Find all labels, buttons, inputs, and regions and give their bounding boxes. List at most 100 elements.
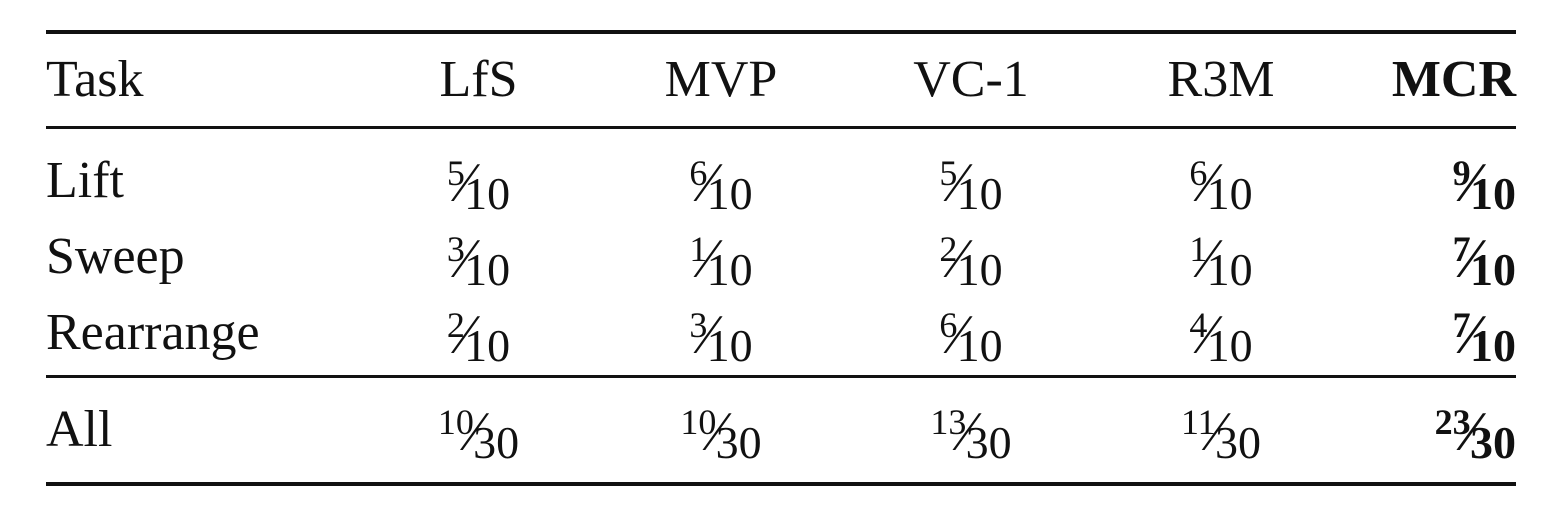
header-vc1: VC-1 (913, 51, 1029, 108)
fraction-denominator: 10 (956, 244, 1003, 295)
fraction-numerator: 10 (437, 402, 474, 442)
fraction-denominator: 30 (1215, 417, 1262, 468)
fraction-denominator: 10 (706, 320, 753, 371)
cell-mcr: 9⁄10 (1346, 153, 1516, 217)
fraction-slash: ⁄ (460, 228, 471, 290)
fraction-slash: ⁄ (953, 228, 963, 290)
cell-vc1: 6⁄10 (846, 305, 1096, 369)
fraction-slash: ⁄ (703, 228, 713, 290)
fraction-numerator: 9 (1452, 153, 1471, 193)
cell-lfs: 3⁄10 (361, 229, 596, 293)
fraction-slash: ⁄ (1203, 228, 1213, 290)
header-r3m: R3M (1167, 51, 1275, 108)
fraction-numerator: 1 (1189, 229, 1208, 269)
fraction-denominator: 10 (1206, 320, 1253, 371)
cell-mvp: 6⁄10 (596, 153, 846, 217)
fraction-numerator: 4 (1189, 305, 1208, 345)
fraction-numerator: 1 (689, 229, 708, 269)
fraction-numerator: 2 (939, 229, 958, 269)
fraction-denominator: 10 (956, 168, 1003, 219)
fraction-numerator: 5 (939, 153, 958, 193)
fraction-slash: ⁄ (1466, 152, 1476, 214)
fraction-denominator: 10 (1470, 244, 1516, 295)
row-task-label: Sweep (46, 228, 185, 285)
fraction-slash: ⁄ (1466, 401, 1476, 463)
cell-mcr: 7⁄10 (1346, 305, 1516, 369)
fraction: 10⁄30 (437, 402, 519, 466)
fraction-denominator: 10 (464, 320, 511, 371)
fraction: 6⁄10 (939, 305, 1002, 369)
fraction-numerator: 6 (689, 153, 708, 193)
fraction: 3⁄10 (446, 229, 510, 293)
header-task: Task (46, 51, 144, 108)
fraction-numerator: 6 (1189, 153, 1208, 193)
cell-mcr: 7⁄10 (1346, 229, 1516, 293)
fraction-numerator: 2 (446, 305, 465, 345)
table-row-all: All 10⁄30 10⁄30 13⁄30 11⁄30 23⁄30 (46, 378, 1516, 482)
fraction: 5⁄10 (446, 153, 510, 217)
row-task-label: Rearrange (46, 304, 260, 361)
fraction-numerator: 7 (1452, 229, 1471, 269)
fraction-denominator: 30 (1470, 417, 1516, 468)
bottom-rule (46, 482, 1516, 486)
fraction-best: 7⁄10 (1452, 305, 1516, 369)
cell-r3m: 4⁄10 (1096, 305, 1346, 369)
fraction: 13⁄30 (930, 402, 1011, 466)
fraction-slash: ⁄ (460, 304, 471, 366)
fraction-numerator: 10 (680, 402, 717, 442)
table-row-rearrange: Rearrange 2⁄10 3⁄10 6⁄10 4⁄10 7⁄10 (46, 295, 1516, 371)
fraction-slash: ⁄ (1211, 401, 1222, 463)
fraction: 6⁄10 (689, 153, 752, 217)
cell-lfs: 10⁄30 (361, 402, 596, 466)
fraction-slash: ⁄ (1466, 304, 1476, 366)
header-row: Task LfS MVP VC-1 R3M MCR (46, 34, 1516, 126)
cell-vc1: 13⁄30 (846, 402, 1096, 466)
header-lfs: LfS (439, 51, 518, 108)
fraction-denominator: 30 (715, 417, 762, 468)
table-row-sweep: Sweep 3⁄10 1⁄10 2⁄10 1⁄10 7⁄10 (46, 219, 1516, 295)
cell-r3m: 6⁄10 (1096, 153, 1346, 217)
fraction-denominator: 10 (1470, 320, 1516, 371)
table-row-lift: Lift 5⁄10 6⁄10 5⁄10 6⁄10 9⁄10 (46, 143, 1516, 219)
fraction-denominator: 10 (464, 244, 511, 295)
fraction-numerator: 7 (1452, 305, 1471, 345)
fraction: 10⁄30 (680, 402, 761, 466)
fraction-slash: ⁄ (962, 401, 972, 463)
header-mvp: MVP (664, 51, 778, 108)
fraction-denominator: 10 (1206, 168, 1253, 219)
fraction-denominator: 10 (1206, 244, 1253, 295)
fraction-numerator: 3 (689, 305, 708, 345)
fraction-slash: ⁄ (469, 401, 480, 463)
fraction-numerator: 3 (446, 229, 465, 269)
row-task-label: Lift (46, 152, 124, 209)
fraction-slash: ⁄ (1203, 152, 1213, 214)
fraction: 3⁄10 (689, 305, 752, 369)
cell-mvp: 10⁄30 (596, 402, 846, 466)
fraction-best: 9⁄10 (1452, 153, 1516, 217)
fraction-numerator: 6 (939, 305, 958, 345)
top-rule (46, 30, 1516, 34)
fraction-numerator: 23 (1434, 402, 1471, 442)
fraction: 5⁄10 (939, 153, 1002, 217)
header-rule (46, 126, 1516, 129)
cell-mvp: 3⁄10 (596, 305, 846, 369)
fraction-best: 7⁄10 (1452, 229, 1516, 293)
row-task-label: All (46, 401, 113, 458)
fraction-numerator: 11 (1180, 402, 1216, 442)
fraction-slash: ⁄ (712, 401, 722, 463)
cell-mcr: 23⁄30 (1346, 402, 1516, 466)
fraction: 6⁄10 (1189, 153, 1252, 217)
fraction: 2⁄10 (446, 305, 510, 369)
fraction-denominator: 10 (1470, 168, 1516, 219)
fraction-denominator: 10 (706, 244, 753, 295)
fraction: 1⁄10 (1189, 229, 1252, 293)
cell-mvp: 1⁄10 (596, 229, 846, 293)
cell-lfs: 5⁄10 (361, 153, 596, 217)
cell-r3m: 11⁄30 (1096, 402, 1346, 466)
fraction-denominator: 10 (464, 168, 511, 219)
fraction-denominator: 10 (706, 168, 753, 219)
fraction-numerator: 5 (446, 153, 465, 193)
fraction: 11⁄30 (1180, 402, 1261, 466)
fraction-denominator: 30 (473, 417, 520, 468)
fraction-slash: ⁄ (460, 152, 471, 214)
